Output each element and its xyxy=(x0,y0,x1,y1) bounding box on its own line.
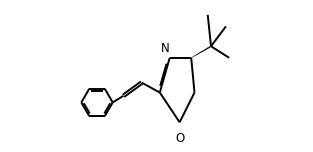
Text: N: N xyxy=(161,41,170,55)
Polygon shape xyxy=(191,45,213,58)
Text: O: O xyxy=(176,132,185,145)
